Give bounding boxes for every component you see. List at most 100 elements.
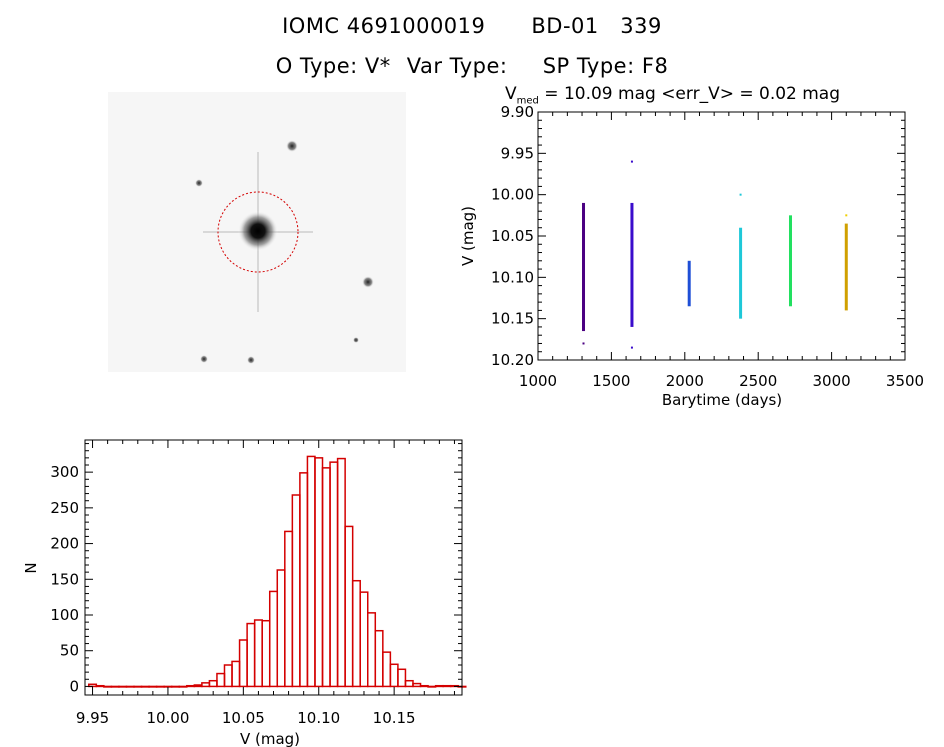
histogram-bar	[336, 457, 346, 688]
data-point	[630, 346, 633, 349]
x-tick-label: 1000	[519, 372, 557, 390]
x-tick-label: 3500	[886, 372, 924, 390]
histogram-bar	[299, 472, 309, 688]
histogram-bar	[374, 629, 384, 688]
star	[200, 355, 208, 363]
histogram-bar	[344, 525, 354, 688]
histogram-bar	[419, 684, 429, 688]
data-cluster	[739, 227, 743, 319]
object-name: BD-01 339	[531, 14, 662, 38]
histogram-frame	[84, 439, 463, 696]
sp-type-label: SP Type:	[542, 54, 635, 78]
x-tick-label: 9.95	[76, 709, 109, 727]
star	[195, 179, 203, 187]
data-cluster	[582, 202, 586, 332]
histogram-bar	[321, 467, 331, 688]
data-cluster	[630, 202, 634, 327]
y-tick-label: 200	[50, 535, 79, 553]
histogram-bar	[103, 685, 113, 688]
y-tick-label: 0	[69, 677, 79, 695]
object-type-label: O Type:	[275, 54, 358, 78]
histogram-bar	[268, 590, 279, 688]
x-tick-label: 2000	[666, 372, 704, 390]
var-type-label: Var Type:	[406, 54, 508, 78]
histogram-bar	[186, 684, 196, 688]
histogram-bar	[110, 685, 120, 688]
y-tick-label: 100	[50, 606, 79, 624]
sky-image	[108, 92, 413, 372]
data-cluster	[687, 260, 691, 307]
data-cluster	[844, 223, 848, 311]
histogram-bar	[389, 663, 399, 688]
histogram-bar	[314, 457, 324, 688]
histogram-bar	[246, 622, 256, 688]
target-star	[238, 211, 278, 251]
aperture-circle	[217, 191, 299, 273]
y-tick-label: 250	[50, 499, 79, 517]
histogram-bar	[140, 685, 150, 688]
y-tick-label: 10.00	[491, 186, 534, 204]
histogram-bar	[118, 685, 128, 688]
histogram-bar	[276, 569, 286, 688]
lightcurve-frame	[537, 111, 906, 361]
histogram-bar	[367, 612, 377, 688]
histogram-bar	[329, 461, 339, 688]
y-tick-label: 10.20	[491, 351, 534, 369]
histogram-bar	[427, 685, 437, 688]
sp-type-value: F8	[641, 54, 669, 78]
y-tick-label: 10.10	[491, 268, 534, 286]
y-tick-label: 9.95	[501, 144, 534, 162]
histogram-bar	[95, 684, 105, 688]
histogram-bar	[457, 685, 467, 688]
x-tick-label: 10.15	[373, 709, 416, 727]
y-tick-label: 150	[50, 570, 79, 588]
histogram-bar	[359, 591, 369, 688]
histogram-bar	[397, 668, 407, 688]
histogram-bar	[155, 685, 165, 688]
star	[353, 337, 359, 343]
data-point	[739, 193, 742, 196]
x-tick-label: 10.10	[297, 709, 340, 727]
histogram-bar	[208, 679, 218, 688]
x-tick-label: 3000	[813, 372, 851, 390]
y-tick-label: 300	[50, 463, 79, 481]
histogram-bar	[442, 684, 452, 688]
lightcurve-xlabel: Barytime (days)	[662, 391, 782, 409]
chart-title: IOMC 4691000019 BD-01 339	[0, 14, 944, 38]
data-point	[630, 160, 633, 163]
histogram-bar	[412, 682, 422, 688]
histogram-bar	[238, 639, 248, 688]
x-tick-label: 10.05	[222, 709, 265, 727]
lightcurve-title: Vmed = 10.09 mag <err_V> = 0.02 mag	[505, 84, 841, 107]
sky-image-svg	[108, 92, 413, 372]
x-tick-label: 1500	[592, 372, 630, 390]
histogram-bar	[382, 651, 392, 688]
histogram-bar	[88, 683, 98, 688]
histogram-bar	[253, 619, 263, 688]
x-tick-label: 10.00	[146, 709, 189, 727]
data-point	[582, 342, 585, 345]
data-cluster	[788, 215, 792, 307]
histogram-bar	[261, 619, 271, 688]
histogram-bar	[351, 579, 361, 688]
histogram-bar	[163, 685, 173, 688]
y-tick-label: 50	[60, 642, 79, 660]
chart-subtitle: O Type: V* Var Type: SP Type: F8	[0, 54, 944, 78]
histogram-bar	[133, 685, 143, 688]
histogram-bar	[125, 685, 135, 688]
star	[247, 356, 255, 364]
histogram-bar	[291, 494, 301, 688]
star	[286, 140, 298, 152]
histogram-bar	[284, 530, 294, 688]
object-type-value: V*	[364, 54, 391, 78]
y-tick-label: 10.05	[491, 227, 534, 245]
histogram-ylabel: N	[22, 562, 40, 573]
histogram-bar	[201, 682, 211, 688]
star	[362, 276, 374, 288]
histogram-bar	[223, 664, 233, 688]
histogram-bar	[434, 684, 444, 688]
y-tick-label: 10.15	[491, 310, 534, 328]
histogram-xlabel: V (mag)	[240, 730, 300, 747]
histogram-bar	[178, 685, 188, 688]
histogram-bar	[449, 684, 459, 688]
